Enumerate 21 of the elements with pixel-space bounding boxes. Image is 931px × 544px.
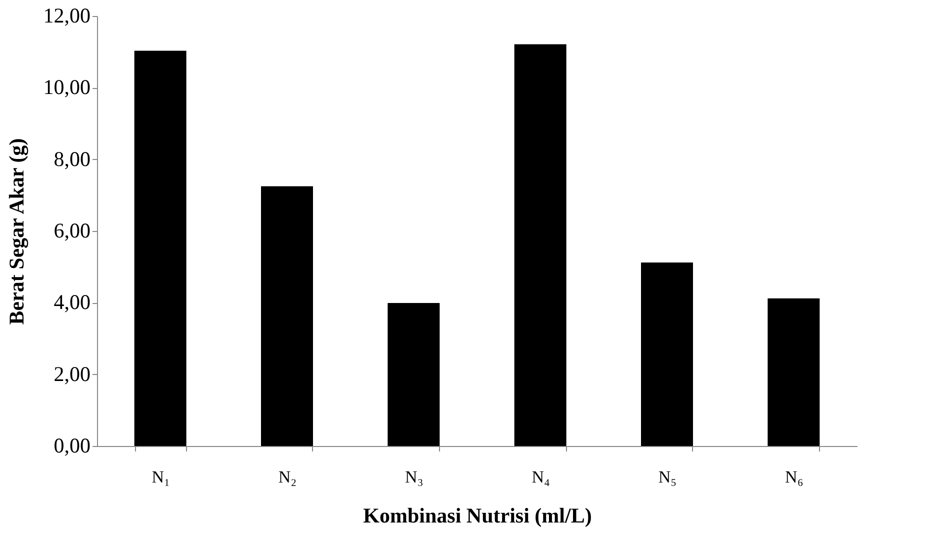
bar <box>388 303 440 446</box>
x-tick-label: N₃ <box>405 468 424 486</box>
bar <box>134 50 186 446</box>
y-axis-title: Berat Segar Akar (g) <box>4 138 28 325</box>
y-tick-label: 0,00 <box>54 434 90 458</box>
bar <box>768 298 820 446</box>
x-tick-label: N₅ <box>658 468 677 486</box>
bar <box>261 186 313 446</box>
bar <box>514 44 566 446</box>
x-tick-label: N₁ <box>152 468 170 486</box>
bar <box>641 262 693 446</box>
x-tick-label: N₂ <box>278 468 297 486</box>
y-tick-label: 4,00 <box>54 290 90 314</box>
y-tick-label: 2,00 <box>54 362 90 386</box>
y-tick-label: 10,00 <box>43 75 90 100</box>
y-tick-label: 8,00 <box>54 146 90 171</box>
y-tick-label: 12,00 <box>43 4 90 28</box>
x-tick-label: N₄ <box>532 468 550 486</box>
x-axis-title: Kombinasi Nutrisi (ml/L) <box>363 504 592 528</box>
y-tick-label: 6,00 <box>54 218 90 242</box>
x-tick-label: N₆ <box>785 468 804 486</box>
